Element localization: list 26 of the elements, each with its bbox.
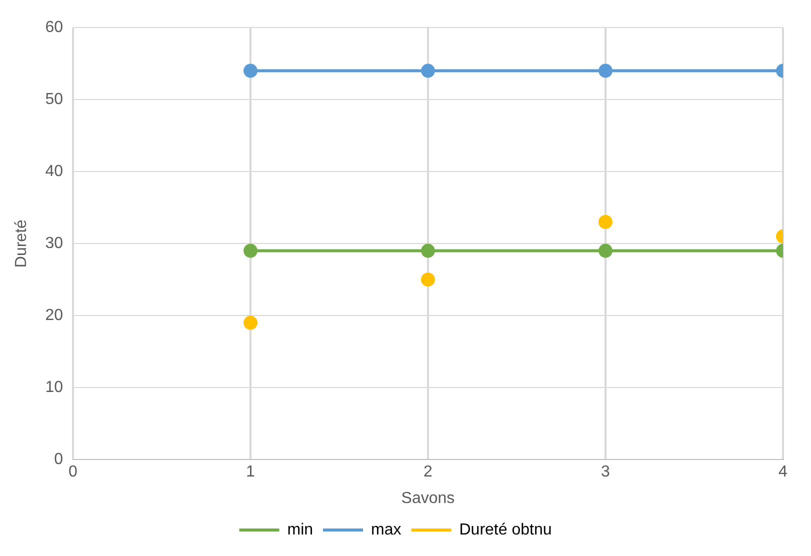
x-tick-label: 0 (68, 464, 78, 481)
x-tick-label: 3 (601, 464, 610, 481)
point (421, 272, 435, 287)
y-axis-title: Dureté (13, 219, 30, 268)
x-tick-label: 4 (778, 464, 788, 481)
x-tick-label: 1 (246, 464, 256, 481)
point (244, 316, 258, 330)
y-tick-label: 30 (45, 235, 64, 252)
point (598, 64, 612, 78)
point (598, 244, 612, 258)
x-axis-title: Savons (401, 490, 455, 507)
point (244, 244, 258, 258)
legend-label: Dureté obtnu (459, 521, 552, 538)
y-tick-label: 20 (45, 307, 64, 324)
legend-label: min (287, 521, 314, 538)
point (421, 244, 435, 258)
point (598, 215, 612, 229)
x-tick-label: 2 (424, 464, 433, 481)
y-tick-label: 0 (54, 451, 64, 468)
y-tick-label: 10 (45, 379, 64, 396)
legend-label: max (371, 521, 402, 538)
point (421, 64, 435, 78)
y-tick-label: 40 (45, 163, 64, 180)
point (244, 64, 258, 78)
y-tick-label: 50 (45, 91, 64, 108)
y-tick-label: 60 (45, 19, 64, 36)
